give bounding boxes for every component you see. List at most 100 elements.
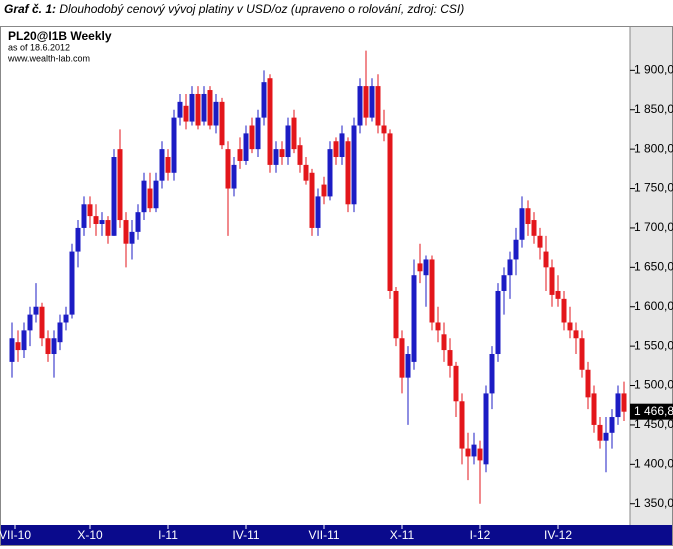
y-tick-label: 1 900,00 (634, 63, 673, 77)
candle-body (141, 180, 147, 213)
candle-body (537, 235, 543, 248)
last-price-label: 1 466,8 (634, 404, 673, 418)
candle-body (459, 401, 465, 449)
candle-body (483, 393, 489, 465)
candle-body (123, 220, 129, 244)
x-tick-label: IV-11 (232, 528, 259, 542)
candle-body (339, 133, 345, 158)
candle-body (543, 251, 549, 268)
candle-body (621, 393, 627, 412)
candle-body (327, 149, 333, 197)
candle-body (357, 86, 363, 126)
x-tick-label: X-11 (390, 528, 415, 542)
candle-body (153, 180, 159, 209)
x-tick-label: I-12 (470, 528, 491, 542)
title-prefix: Graf č. 1: (4, 2, 56, 16)
candle-body (129, 231, 135, 244)
candle-body (375, 86, 381, 126)
candle-body (495, 290, 501, 355)
x-axis-band (1, 525, 672, 545)
candle-body (369, 86, 375, 118)
candle-body (9, 338, 15, 362)
candle-body (387, 133, 393, 291)
y-tick-label: 1 600,00 (634, 299, 673, 313)
candle-body (351, 125, 357, 205)
as-of: as of 18.6.2012 (8, 42, 70, 52)
candle-body (63, 314, 69, 323)
candle-body (21, 330, 27, 351)
y-tick-label: 1 750,00 (634, 181, 673, 195)
candle-body (441, 334, 447, 351)
candle-body (87, 204, 93, 217)
x-tick-label: I-11 (158, 528, 178, 542)
candle-body (57, 322, 63, 343)
candle-body (393, 290, 399, 339)
candle-body (111, 157, 117, 236)
candle-body (381, 125, 387, 134)
y-tick-label: 1 550,00 (634, 338, 673, 352)
candle-body (39, 306, 45, 339)
candle-body (591, 393, 597, 425)
candle-body (171, 117, 177, 173)
candle-body (255, 117, 261, 150)
candle-body (135, 212, 141, 232)
candle-body (453, 365, 459, 402)
candle-body (237, 149, 243, 161)
candle-body (177, 101, 183, 118)
candle-body (435, 322, 441, 331)
candle-body (69, 251, 75, 315)
candle-body (33, 306, 39, 315)
candle-body (549, 267, 555, 295)
candle-body (513, 239, 519, 260)
candle-body (279, 149, 285, 158)
candle-body (285, 125, 291, 158)
candle-body (423, 259, 429, 276)
x-tick-label: X-10 (77, 528, 103, 542)
y-tick-label: 1 650,00 (634, 260, 673, 274)
candle-body (201, 93, 207, 122)
y-tick-label: 1 700,00 (634, 220, 673, 234)
candle-body (213, 101, 219, 126)
candle-body (309, 172, 315, 228)
candle-body (27, 314, 33, 331)
candle-body (465, 448, 471, 457)
candle-body (219, 101, 225, 146)
candle-body (183, 105, 189, 122)
candle-body (75, 227, 81, 252)
candle-body (615, 393, 621, 418)
chart-title: Graf č. 1: Dlouhodobý cenový vývoj plati… (4, 2, 464, 16)
candle-body (525, 208, 531, 224)
candle-body (405, 354, 411, 378)
candle-body (105, 220, 111, 236)
y-tick-label: 1 450,00 (634, 417, 673, 431)
candle-body (249, 125, 255, 150)
title-text: Dlouhodobý cenový vývoj platiny v USD/oz… (59, 2, 464, 16)
candle-body (159, 149, 165, 181)
candle-body (225, 149, 231, 189)
candle-body (273, 149, 279, 165)
candle-body (399, 338, 405, 378)
candle-body (333, 141, 339, 158)
candle-body (147, 188, 153, 209)
x-tick-label: VII-10 (0, 528, 31, 542)
candle-body (531, 220, 537, 236)
candle-body (243, 133, 249, 161)
candle-body (603, 432, 609, 441)
candle-body (15, 342, 21, 351)
candle-body (417, 263, 423, 272)
candle-body (267, 78, 273, 165)
x-tick-label: VII-11 (308, 528, 339, 542)
y-tick-label: 1 350,00 (634, 496, 673, 510)
candle-body (411, 275, 417, 362)
candle-body (231, 164, 237, 189)
candle-body (297, 145, 303, 165)
candle-body (579, 338, 585, 370)
candle-body (555, 290, 561, 299)
candle-body (573, 330, 579, 339)
y-axis-panel (630, 27, 672, 525)
candle-body (429, 259, 435, 323)
candle-body (477, 448, 483, 461)
candle-body (165, 157, 171, 173)
